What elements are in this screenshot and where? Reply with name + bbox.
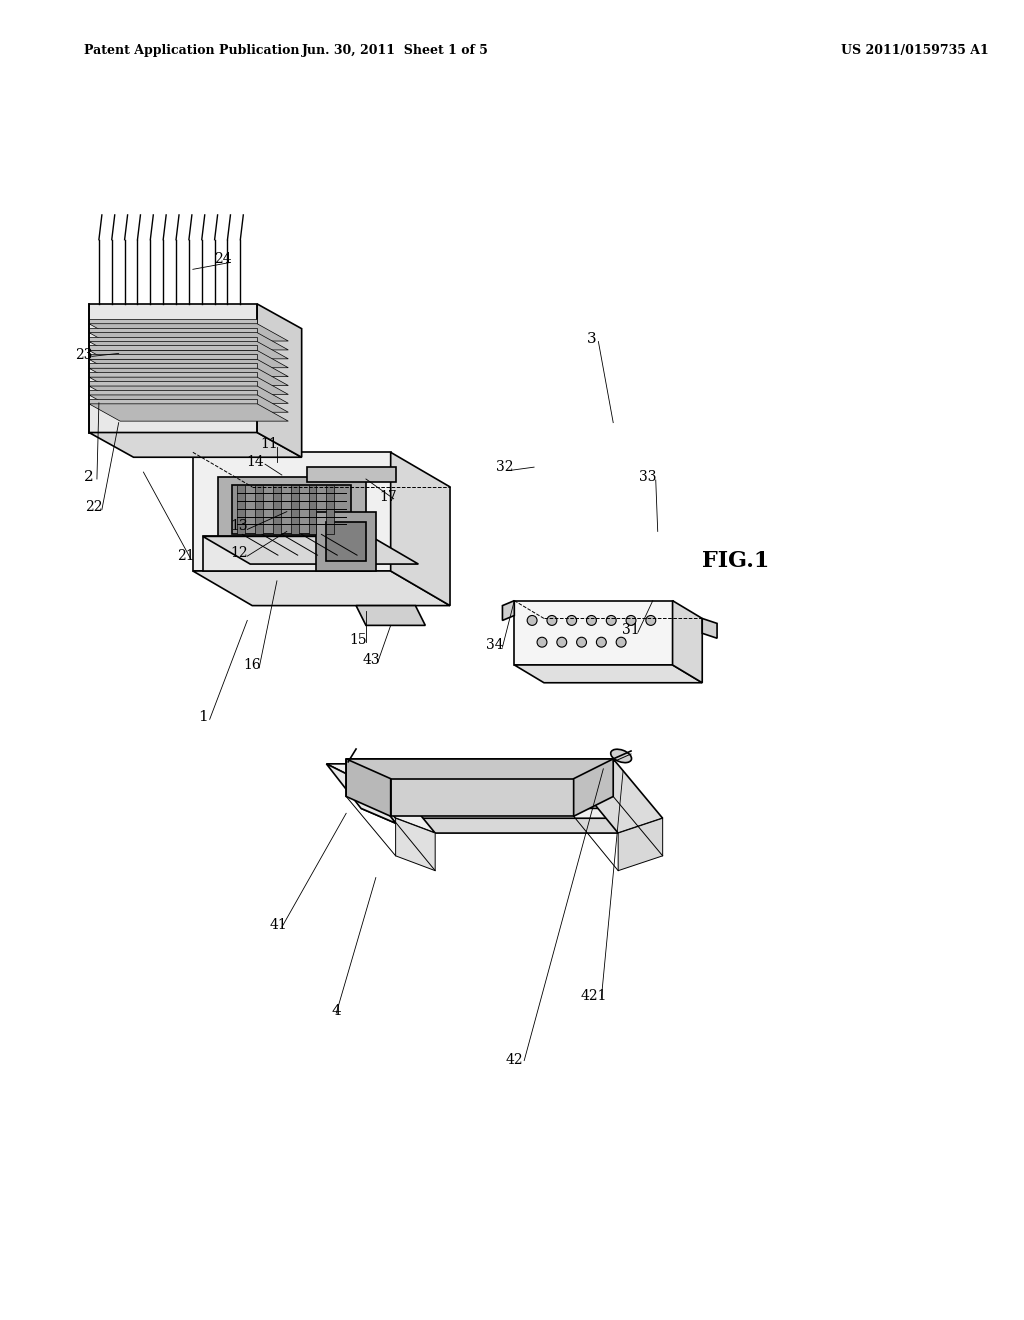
Polygon shape [673,601,702,682]
Circle shape [596,638,606,647]
Polygon shape [89,327,257,333]
Polygon shape [273,484,281,535]
Text: 43: 43 [362,653,380,667]
Polygon shape [584,764,643,824]
Circle shape [587,615,596,626]
Polygon shape [391,779,573,816]
Polygon shape [356,606,425,626]
Polygon shape [291,484,299,535]
Text: 13: 13 [230,520,248,533]
Polygon shape [346,759,613,796]
Polygon shape [89,395,289,412]
Polygon shape [89,304,257,433]
Polygon shape [316,512,376,572]
Text: US 2011/0159735 A1: US 2011/0159735 A1 [841,44,988,57]
Text: 3: 3 [587,331,596,346]
Circle shape [606,615,616,626]
Text: 41: 41 [270,919,288,932]
Polygon shape [232,484,351,535]
Polygon shape [346,759,435,833]
Polygon shape [573,759,613,816]
Text: 31: 31 [623,623,640,638]
Circle shape [616,638,626,647]
Polygon shape [327,484,334,535]
Text: 2: 2 [84,470,94,484]
Polygon shape [89,433,302,457]
Polygon shape [89,333,289,350]
Polygon shape [89,378,289,395]
Text: 23: 23 [76,348,93,363]
Polygon shape [217,477,366,546]
Text: 34: 34 [485,638,504,652]
Polygon shape [238,484,246,535]
Text: 24: 24 [214,252,231,267]
Text: 11: 11 [260,437,278,451]
Polygon shape [89,399,257,404]
Polygon shape [89,372,257,378]
Polygon shape [89,346,257,350]
Circle shape [566,615,577,626]
Polygon shape [257,304,302,457]
Text: Jun. 30, 2011  Sheet 1 of 5: Jun. 30, 2011 Sheet 1 of 5 [302,44,489,57]
Polygon shape [89,354,257,359]
Text: 22: 22 [85,500,102,513]
Text: 14: 14 [247,455,264,469]
Text: 42: 42 [506,1052,523,1067]
Text: 4: 4 [332,1005,341,1018]
Text: 15: 15 [349,634,367,647]
Polygon shape [203,536,419,564]
Text: 17: 17 [379,490,396,504]
Polygon shape [89,342,289,359]
Text: 421: 421 [581,989,606,1003]
Polygon shape [395,818,663,833]
Text: 21: 21 [177,549,195,564]
Polygon shape [346,759,391,816]
Polygon shape [89,368,289,385]
Polygon shape [89,318,257,323]
Polygon shape [306,467,395,482]
Polygon shape [193,453,391,572]
Text: 12: 12 [230,546,248,560]
Polygon shape [618,818,663,871]
Circle shape [537,638,547,647]
Polygon shape [89,381,257,385]
Text: 32: 32 [496,461,513,474]
Polygon shape [89,404,289,421]
Polygon shape [89,359,289,376]
Circle shape [646,615,655,626]
Polygon shape [89,337,257,342]
Text: 16: 16 [244,657,261,672]
Polygon shape [514,601,673,665]
Text: 33: 33 [639,470,656,484]
Circle shape [557,638,566,647]
Polygon shape [89,350,289,368]
Polygon shape [89,363,257,368]
Circle shape [547,615,557,626]
Text: 1: 1 [198,710,208,725]
Text: FIG.1: FIG.1 [702,550,770,572]
Polygon shape [361,808,643,824]
Polygon shape [89,385,289,404]
Circle shape [527,615,537,626]
Polygon shape [391,453,450,606]
Polygon shape [346,759,613,779]
Polygon shape [327,521,366,561]
Polygon shape [255,484,263,535]
Ellipse shape [610,750,632,763]
Polygon shape [573,759,663,833]
Polygon shape [89,323,289,341]
Polygon shape [89,389,257,395]
Polygon shape [702,619,717,639]
Circle shape [626,615,636,626]
Polygon shape [395,818,435,871]
Polygon shape [327,764,608,784]
Circle shape [577,638,587,647]
Polygon shape [308,484,316,535]
Polygon shape [514,665,702,682]
Polygon shape [327,764,395,824]
Polygon shape [193,572,450,606]
Polygon shape [503,601,514,620]
Text: Patent Application Publication: Patent Application Publication [84,44,300,57]
Polygon shape [203,536,371,572]
